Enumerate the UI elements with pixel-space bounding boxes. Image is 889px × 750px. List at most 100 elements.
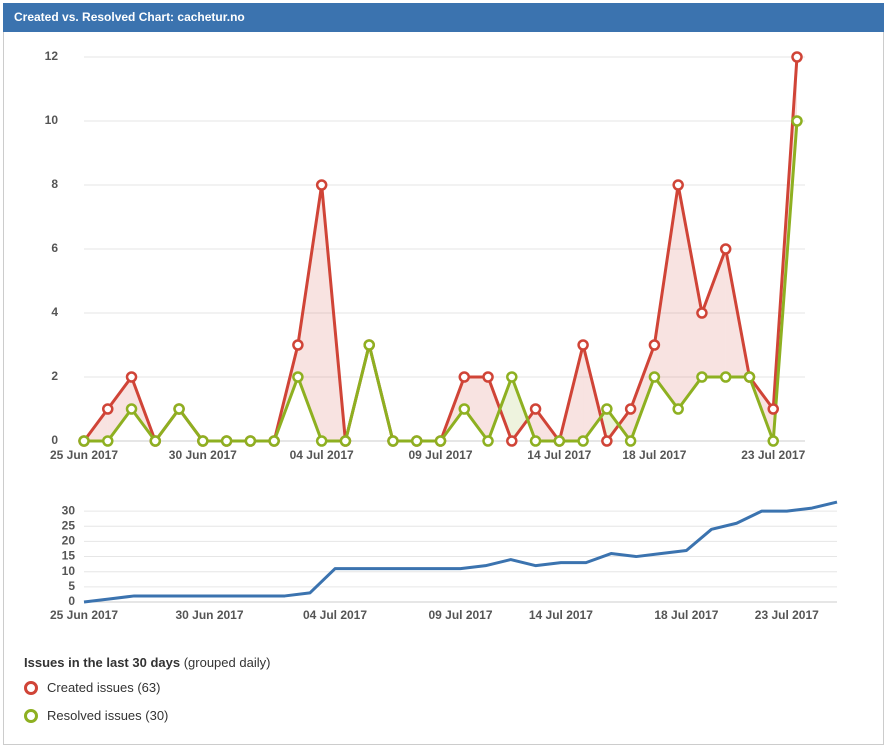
x-tick-label: 09 Jul 2017 (428, 608, 492, 622)
data-point (458, 371, 471, 383)
data-point (339, 435, 352, 447)
legend-item: Resolved issues (30) (24, 708, 168, 723)
area-fill (630, 345, 655, 441)
area-fill (654, 185, 679, 409)
y-tick-label: 0 (68, 594, 75, 608)
area-fill (618, 409, 631, 441)
data-point (696, 371, 708, 383)
y-tick-label: 10 (62, 564, 76, 578)
data-point (648, 371, 661, 383)
data-point (125, 403, 138, 415)
data-point (315, 179, 328, 191)
y-tick-label: 8 (51, 177, 58, 191)
data-point (577, 435, 589, 447)
data-point (220, 435, 233, 447)
y-tick-label: 2 (51, 369, 58, 383)
x-tick-label: 04 Jul 2017 (290, 448, 354, 462)
data-point (102, 403, 114, 415)
y-tick-label: 5 (68, 579, 75, 593)
data-point (767, 435, 779, 447)
y-tick-label: 10 (45, 113, 59, 127)
legend-item: Created issues (63) (24, 680, 160, 695)
y-tick-label: 20 (62, 534, 76, 548)
data-point (529, 435, 542, 447)
data-point (672, 403, 684, 415)
legend-note: (grouped daily) (183, 655, 271, 670)
data-point (624, 403, 637, 415)
data-point (197, 435, 209, 447)
area-fill (678, 185, 702, 409)
y-tick-label: 12 (45, 49, 59, 63)
data-point (149, 435, 162, 447)
data-point (672, 179, 684, 191)
data-point (577, 339, 589, 351)
data-point (244, 435, 257, 447)
x-tick-label: 14 Jul 2017 (527, 448, 591, 462)
x-tick-label: 25 Jun 2017 (50, 448, 118, 462)
gadget-title: Created vs. Resolved Chart: cachetur.no (3, 3, 884, 32)
data-point (363, 339, 375, 351)
data-point (482, 435, 494, 447)
data-point (743, 371, 756, 383)
area-fill (499, 377, 512, 441)
data-point (624, 435, 637, 447)
data-point (292, 339, 304, 351)
data-point (410, 435, 423, 447)
x-tick-label: 14 Jul 2017 (529, 608, 593, 622)
data-point (553, 435, 566, 447)
legend-label: Resolved issues (30) (47, 708, 169, 723)
legend-swatch (24, 681, 38, 695)
data-point (315, 435, 328, 447)
series-line (83, 500, 838, 604)
x-tick-label: 30 Jun 2017 (175, 608, 243, 622)
legend-label: Created issues (63) (47, 680, 161, 695)
area-fill (488, 377, 500, 441)
data-point (387, 435, 399, 447)
data-point (601, 403, 613, 415)
data-point (506, 371, 518, 383)
data-point (506, 435, 518, 447)
y-tick-label: 15 (62, 549, 76, 563)
data-point (268, 435, 280, 447)
x-tick-label: 23 Jul 2017 (755, 608, 819, 622)
area-fill (297, 185, 322, 441)
data-point (719, 243, 732, 255)
data-point (767, 403, 779, 415)
data-point (102, 435, 114, 447)
data-point (78, 435, 90, 447)
x-tick-label: 25 Jun 2017 (50, 608, 118, 622)
legend-heading: Issues in the last 30 days (grouped dail… (24, 655, 270, 670)
y-tick-label: 0 (51, 433, 58, 447)
data-point (173, 403, 185, 415)
x-tick-label: 18 Jul 2017 (622, 448, 686, 462)
data-point (791, 51, 803, 63)
data-point (791, 115, 803, 127)
data-point (482, 371, 494, 383)
data-point (292, 371, 304, 383)
x-tick-label: 30 Jun 2017 (169, 448, 237, 462)
area-fill (701, 249, 726, 377)
area-fill (107, 377, 132, 441)
area-fill (511, 377, 528, 441)
data-point (458, 403, 471, 415)
legend-title: Issues in the last 30 days (24, 655, 181, 670)
data-point (601, 435, 613, 447)
area-fill (464, 377, 489, 441)
data-point (696, 307, 708, 319)
data-point (648, 339, 661, 351)
data-point (529, 403, 542, 415)
y-tick-label: 30 (62, 503, 76, 517)
x-tick-label: 09 Jul 2017 (408, 448, 472, 462)
x-tick-label: 04 Jul 2017 (303, 608, 367, 622)
area-fill (606, 409, 619, 441)
y-tick-label: 6 (51, 241, 58, 255)
data-point (125, 371, 138, 383)
x-tick-label: 18 Jul 2017 (654, 608, 718, 622)
data-point (719, 371, 732, 383)
y-tick-label: 25 (62, 518, 76, 532)
x-tick-label: 23 Jul 2017 (741, 448, 805, 462)
data-point (434, 435, 447, 447)
y-tick-label: 4 (51, 305, 58, 319)
